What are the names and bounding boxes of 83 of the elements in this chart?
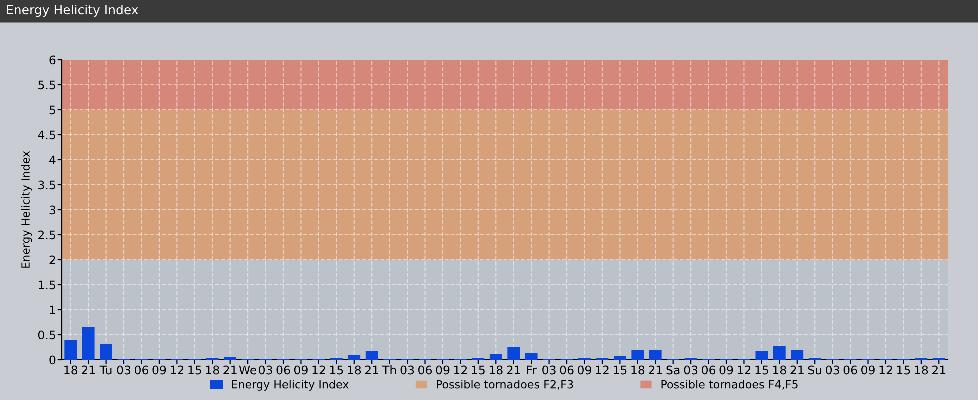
- x-tick-label: 03: [684, 366, 698, 375]
- y-tick-label: 6: [50, 56, 56, 65]
- x-tick-label: 21: [82, 366, 95, 375]
- y-tick-label: 2.5: [38, 230, 56, 240]
- x-tick-label: 15: [897, 366, 910, 375]
- x-tick-label: 18: [632, 366, 645, 375]
- bar: [82, 327, 95, 360]
- x-tick-label: Tu: [100, 366, 112, 375]
- x-tick-label: 06: [560, 366, 574, 375]
- x-tick-label: 09: [578, 366, 592, 375]
- x-tick-label: 03: [826, 366, 840, 375]
- x-tick-label: 12: [312, 366, 326, 375]
- x-tick-label: 18: [206, 366, 220, 375]
- bar: [632, 350, 644, 360]
- x-tick-label: 21: [507, 366, 520, 375]
- chart-title: Energy Helicity Index: [7, 4, 138, 18]
- x-tick-label: 12: [880, 366, 892, 375]
- x-tick-label: Fr: [527, 366, 537, 375]
- x-tick-label: 18: [915, 366, 928, 375]
- y-tick-label: 0.5: [38, 330, 56, 340]
- bar: [525, 354, 538, 360]
- y-tick-label: 3.5: [38, 180, 56, 190]
- x-tick-label: We: [239, 366, 257, 375]
- y-tick-label: 3: [50, 206, 56, 215]
- bar: [791, 350, 804, 360]
- x-tick-label: 21: [932, 366, 946, 375]
- x-tick-label: 21: [790, 366, 804, 375]
- bar: [366, 352, 378, 360]
- y-tick-label: 5.5: [38, 80, 56, 90]
- y-tick-label: 1.5: [38, 280, 56, 290]
- x-tick-label: 06: [135, 366, 149, 375]
- bar: [100, 344, 112, 360]
- x-tick-label: 09: [152, 366, 166, 375]
- x-tick-label: 18: [64, 366, 78, 375]
- bar: [649, 350, 662, 360]
- x-tick-label: 15: [188, 366, 202, 375]
- x-tick-label: 06: [276, 366, 290, 375]
- x-tick-label: 03: [400, 366, 414, 375]
- x-tick-label: 09: [720, 366, 734, 375]
- y-axis-title: Energy Helicity Index: [21, 151, 32, 268]
- x-tick-label: 18: [773, 366, 786, 375]
- x-tick-label: 12: [454, 366, 468, 375]
- y-tick-label: 4: [50, 156, 56, 164]
- y-tick-label: 4.5: [38, 130, 56, 140]
- x-tick-label: 21: [224, 366, 237, 375]
- x-tick-label: 06: [844, 366, 858, 375]
- x-tick-label: 12: [596, 366, 609, 375]
- x-tick-label: 03: [259, 366, 272, 375]
- x-tick-label: Sa: [666, 366, 680, 375]
- legend-label: Possible tornadoes F2,F3: [437, 380, 574, 390]
- x-tick-label: Th: [382, 366, 396, 375]
- y-tick-label: 1: [50, 306, 56, 314]
- y-tick-label: 0: [50, 356, 56, 365]
- x-tick-label: 18: [490, 366, 503, 375]
- x-tick-label: 21: [365, 366, 379, 375]
- x-tick-label: 09: [862, 366, 875, 375]
- x-tick-label: 03: [542, 366, 556, 375]
- bar: [773, 346, 786, 360]
- x-tick-label: 15: [472, 366, 485, 375]
- x-tick-label: 12: [738, 366, 751, 375]
- bar: [64, 340, 78, 360]
- legend-label: Possible tornadoes F4,F5: [662, 380, 798, 390]
- legend-label: Energy Helicity Index: [232, 380, 349, 391]
- x-tick-label: 21: [648, 366, 662, 375]
- x-tick-label: 06: [418, 366, 432, 375]
- bar: [224, 357, 237, 360]
- x-tick-label: 15: [614, 366, 627, 375]
- x-tick-label: 12: [170, 366, 184, 375]
- x-tick-label: 03: [117, 366, 131, 375]
- x-tick-label: 09: [436, 366, 450, 375]
- x-tick-label: 18: [348, 366, 362, 375]
- x-tick-label: 09: [294, 366, 308, 375]
- x-tick-label: 15: [756, 366, 768, 375]
- bar: [756, 351, 768, 360]
- bar: [508, 348, 520, 360]
- bar: [614, 356, 626, 360]
- x-tick-label: 06: [702, 366, 716, 375]
- bar: [490, 354, 502, 360]
- bar: [348, 355, 361, 360]
- x-tick-label: Su: [808, 366, 822, 375]
- y-tick-label: 2: [50, 256, 56, 264]
- y-tick-label: 5: [50, 106, 56, 115]
- x-tick-label: 15: [330, 366, 344, 375]
